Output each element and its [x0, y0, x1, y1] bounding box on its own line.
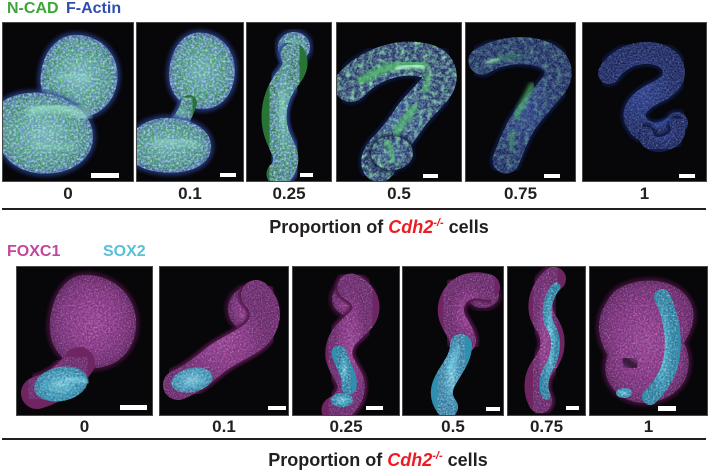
proportion-label: 0.5	[387, 184, 411, 203]
proportion-label: 0.25	[329, 417, 363, 436]
scale-bar	[268, 406, 286, 410]
proportion-label: 1	[639, 184, 650, 203]
scale-bar	[486, 407, 500, 411]
micrograph-row-bottom	[0, 266, 708, 416]
micrograph-top-2	[246, 22, 332, 182]
proportion-label: 0.1	[178, 184, 202, 203]
caption-suffix: cells	[442, 450, 488, 470]
scale-bar	[679, 174, 695, 178]
scale-bar	[658, 406, 676, 411]
micrograph-top-1	[136, 22, 244, 182]
micrograph-bottom-4	[507, 266, 586, 416]
scale-bar	[120, 405, 147, 410]
divider-line-top	[2, 208, 706, 210]
caption-prefix: Proportion of	[269, 217, 389, 237]
scale-bar	[366, 406, 383, 410]
scale-bar	[544, 174, 560, 178]
proportion-label: 0	[79, 417, 90, 436]
micrograph-top-5	[582, 22, 707, 182]
micrograph-top-0	[2, 22, 134, 182]
caption-top: Proportion of Cdh2-/- cells	[269, 213, 488, 238]
micrograph-bottom-1	[159, 266, 289, 416]
caption-gene: Cdh2-/-	[387, 450, 442, 470]
legend-sox2: SOX2	[103, 243, 146, 260]
legend-factin: F-Actin	[66, 0, 122, 17]
scale-bar	[423, 174, 438, 178]
proportion-label: 0.25	[272, 184, 306, 203]
proportion-label: 0.5	[441, 417, 465, 436]
micrograph-top-3	[336, 22, 462, 182]
proportion-label: 0	[63, 184, 73, 203]
caption-bottom: Proportion of Cdh2-/- cells	[268, 446, 487, 471]
scale-bar	[300, 173, 313, 177]
legend-ncad: N-CAD	[7, 0, 59, 17]
legend-foxc1: FOXC1	[7, 243, 61, 260]
scale-bar	[91, 173, 119, 178]
micrograph-row-top	[0, 22, 708, 182]
micrograph-bottom-2	[292, 266, 400, 416]
caption-superscript: -/-	[432, 450, 443, 462]
proportion-label: 0.75	[503, 184, 538, 203]
caption-gene-name: Cdh2	[388, 217, 434, 237]
proportion-label: 1	[643, 417, 654, 436]
scale-bar	[566, 406, 579, 410]
divider-line-bottom	[2, 438, 706, 440]
caption-suffix: cells	[443, 217, 489, 237]
micrograph-bottom-0	[16, 266, 153, 416]
caption-superscript: -/-	[433, 217, 444, 229]
proportion-label: 0.75	[529, 417, 564, 436]
micrograph-bottom-5	[589, 266, 708, 416]
proportion-label: 0.1	[212, 417, 236, 436]
scale-bar	[220, 173, 236, 177]
caption-prefix: Proportion of	[268, 450, 388, 470]
caption-gene: Cdh2-/-	[388, 217, 443, 237]
micrograph-top-4	[465, 22, 576, 182]
micrograph-bottom-3	[402, 266, 504, 416]
caption-gene-name: Cdh2	[387, 450, 433, 470]
